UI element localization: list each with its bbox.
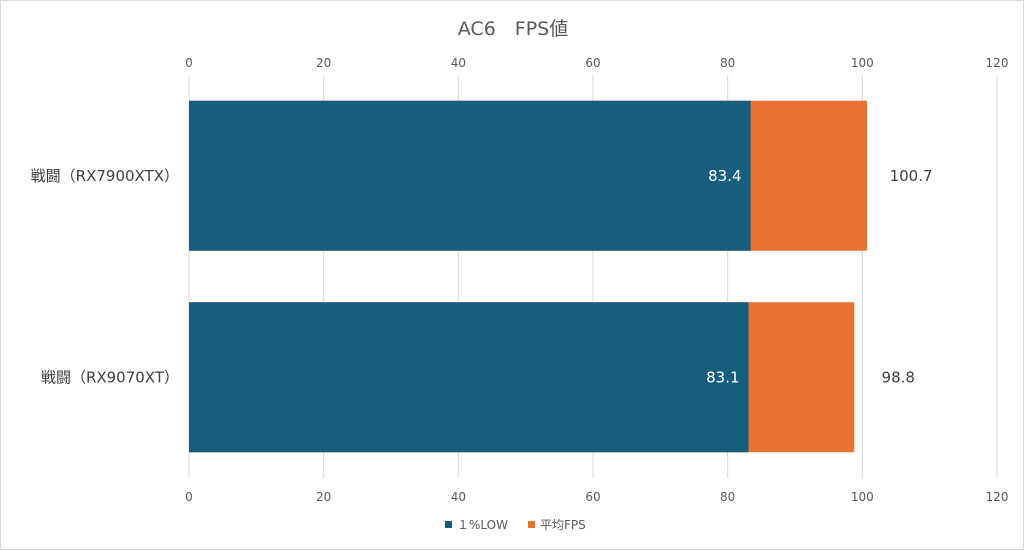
x-tick-label-top: 60 <box>585 56 600 70</box>
category-labels: 戦闘（RX7900XTX） 戦闘（RX9070XT） <box>31 167 179 387</box>
x-tick-label-bottom: 120 <box>986 490 1009 504</box>
bar-1pct-low <box>189 302 749 453</box>
x-axis-top-ticks: 0 20 40 60 80 100 120 <box>185 56 1008 70</box>
category-label: 戦闘（RX9070XT） <box>41 368 179 386</box>
x-tick-label-bottom: 100 <box>851 490 874 504</box>
x-axis-bottom-ticks: 0 20 40 60 80 100 120 <box>185 490 1008 504</box>
data-labels: 83.4 100.7 83.1 98.8 <box>706 167 932 387</box>
chart-title: AC6 FPS値 <box>458 18 568 40</box>
x-tick-label-top: 20 <box>316 56 331 70</box>
legend-label: １%LOW <box>457 518 508 532</box>
bar-1pct-low <box>189 100 751 251</box>
legend-swatch <box>445 521 452 528</box>
x-tick-label-bottom: 40 <box>451 490 466 504</box>
x-tick-label-top: 80 <box>720 56 735 70</box>
legend-swatch <box>528 521 535 528</box>
category-label: 戦闘（RX7900XTX） <box>31 167 179 185</box>
x-tick-label-top: 0 <box>185 56 193 70</box>
x-tick-label-bottom: 20 <box>316 490 331 504</box>
legend: １%LOW 平均FPS <box>445 518 586 532</box>
data-label-average-fps: 100.7 <box>890 167 933 185</box>
data-label-1pct-low: 83.1 <box>706 368 739 386</box>
x-tick-label-top: 100 <box>851 56 874 70</box>
x-tick-label-top: 40 <box>451 56 466 70</box>
x-tick-label-bottom: 0 <box>185 490 193 504</box>
x-tick-label-bottom: 80 <box>720 490 735 504</box>
data-label-average-fps: 98.8 <box>882 368 915 386</box>
legend-label: 平均FPS <box>540 518 586 532</box>
bars <box>189 100 868 453</box>
x-tick-label-bottom: 60 <box>585 490 600 504</box>
data-label-1pct-low: 83.4 <box>708 167 741 185</box>
x-tick-label-top: 120 <box>986 56 1009 70</box>
